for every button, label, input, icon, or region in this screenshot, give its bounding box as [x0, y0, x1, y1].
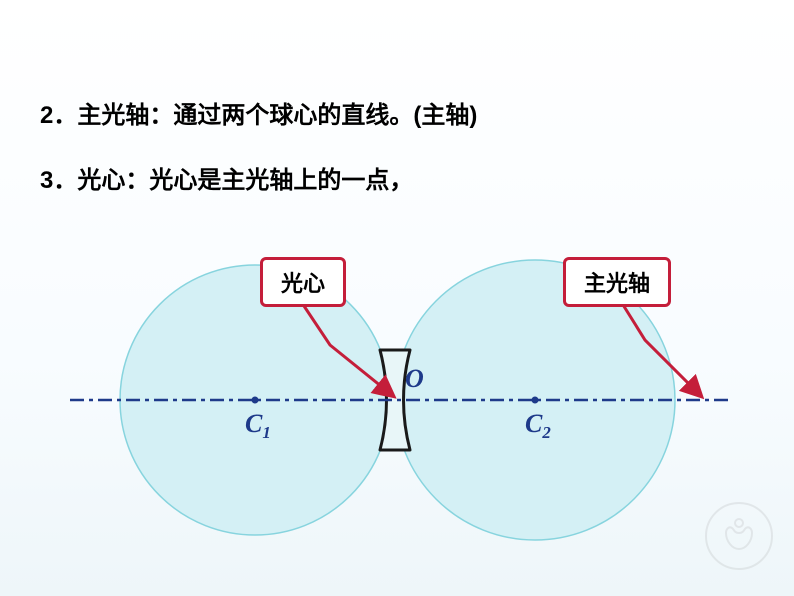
lens-diagram: OC1C2 [0, 0, 794, 596]
center-c1-dot [252, 397, 259, 404]
label-principal-axis: 主光轴 [563, 257, 671, 307]
center-c2-dot [532, 397, 539, 404]
point-o-label: O [405, 364, 424, 393]
label-optical-center: 光心 [260, 257, 346, 307]
